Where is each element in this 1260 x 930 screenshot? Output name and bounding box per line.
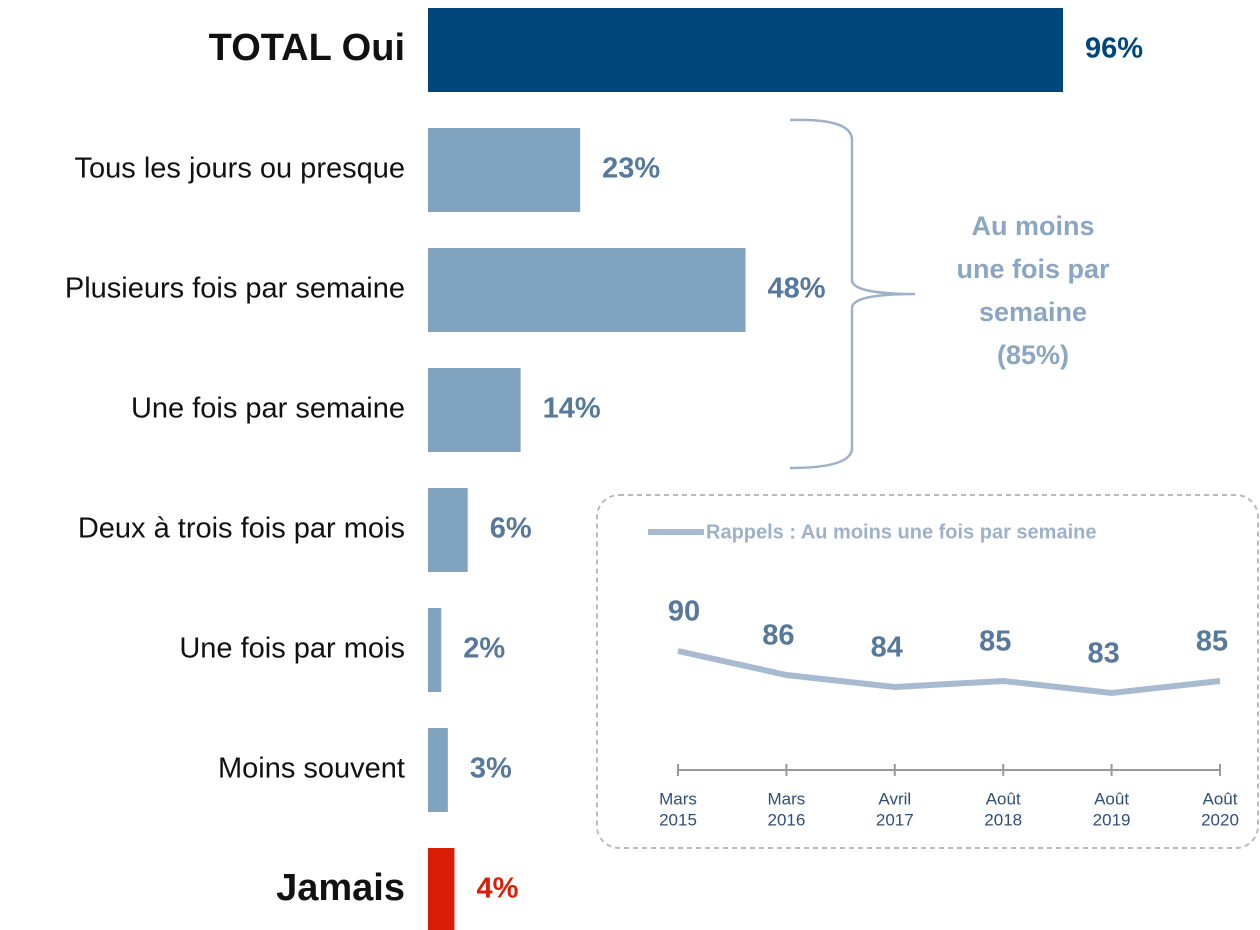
- value-label: 48%: [768, 273, 826, 305]
- category-label: Plusieurs fois par semaine: [65, 273, 405, 305]
- category-label: Moins souvent: [218, 753, 405, 785]
- x-tick-label: 2017: [876, 810, 914, 829]
- value-label: 14%: [543, 393, 601, 425]
- x-tick-label: 2020: [1201, 810, 1239, 829]
- data-label: 90: [668, 596, 700, 628]
- annotation: Au moins: [971, 211, 1094, 241]
- value-label: 2%: [463, 633, 505, 665]
- bar: [428, 368, 521, 452]
- value-label: 23%: [602, 153, 660, 185]
- category-label: TOTAL Oui: [209, 27, 405, 69]
- value-label: 4%: [476, 873, 518, 905]
- x-tick-label: Mars: [768, 789, 806, 808]
- category-label: Deux à trois fois par mois: [78, 513, 405, 545]
- x-tick-label: 2018: [984, 810, 1022, 829]
- x-tick-label: Août: [1203, 789, 1238, 808]
- category-label: Tous les jours ou presque: [75, 153, 405, 185]
- bar: [428, 248, 746, 332]
- value-label: 3%: [470, 753, 512, 785]
- bar: [428, 608, 442, 692]
- x-tick-label: 2016: [767, 810, 805, 829]
- category-label: Une fois par semaine: [131, 393, 405, 425]
- category-label: Une fois par mois: [179, 633, 405, 665]
- x-tick-label: Août: [1094, 789, 1129, 808]
- bar: [428, 488, 468, 572]
- brace: [789, 118, 916, 470]
- bar: [428, 128, 581, 212]
- x-tick-label: Mars: [659, 789, 697, 808]
- inset-frame: [596, 494, 1259, 849]
- bar: [428, 848, 455, 930]
- annotation: semaine: [979, 297, 1087, 327]
- data-label: 85: [1196, 626, 1228, 658]
- annotation: (85%): [997, 340, 1069, 370]
- bar: [428, 8, 1064, 92]
- x-tick-label: Août: [986, 789, 1021, 808]
- value-label: 6%: [490, 513, 532, 545]
- value-label: 96%: [1085, 33, 1143, 65]
- data-label: 83: [1087, 638, 1119, 670]
- x-tick-label: Avril: [878, 789, 911, 808]
- data-label: 86: [762, 620, 794, 652]
- bar: [428, 728, 448, 812]
- annotation: une fois par: [956, 254, 1110, 284]
- line: [677, 648, 1221, 697]
- x-tick-label: 2015: [659, 810, 697, 829]
- legend-label: Rappels : Au moins une fois par semaine: [706, 521, 1096, 543]
- data-label: 84: [871, 632, 903, 664]
- x-tick-label: 2019: [1093, 810, 1131, 829]
- category-label: Jamais: [276, 867, 405, 909]
- data-label: 85: [979, 626, 1011, 658]
